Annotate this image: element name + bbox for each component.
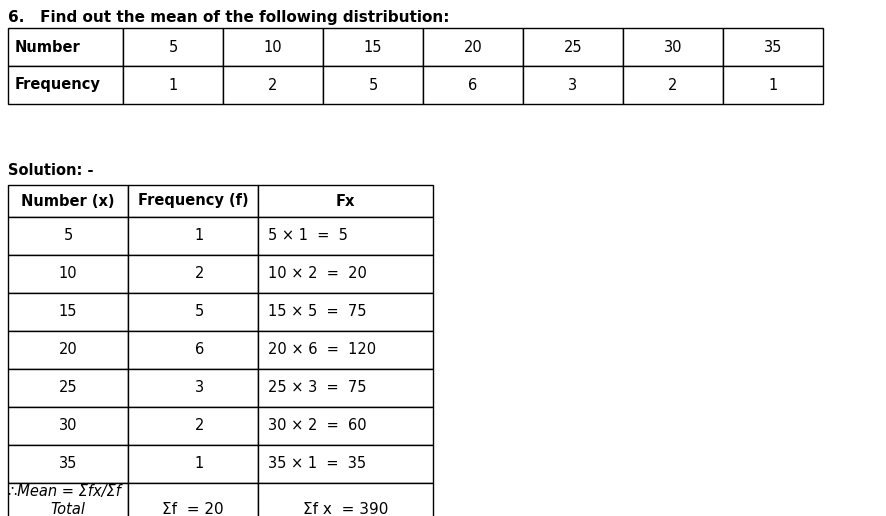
Text: 2: 2 [195, 266, 204, 282]
Bar [258, 445, 432, 483]
Bar [123, 66, 222, 104]
Bar [128, 185, 258, 217]
Bar [8, 369, 128, 407]
Bar [128, 407, 258, 445]
Text: 5: 5 [195, 304, 204, 319]
Bar [123, 28, 222, 66]
Bar [8, 293, 128, 331]
Text: 6: 6 [468, 77, 477, 92]
Text: 3: 3 [195, 380, 204, 395]
Text: 5: 5 [168, 40, 177, 55]
Bar [8, 217, 128, 255]
Bar [258, 407, 432, 445]
Text: 1: 1 [767, 77, 777, 92]
Bar [222, 28, 323, 66]
Bar [128, 255, 258, 293]
Bar [523, 28, 622, 66]
Bar [8, 255, 128, 293]
Bar [258, 255, 432, 293]
Text: 5 × 1  =  5: 5 × 1 = 5 [268, 229, 347, 244]
Text: 15: 15 [363, 40, 382, 55]
Bar [258, 293, 432, 331]
Text: 1: 1 [168, 77, 177, 92]
Text: 2: 2 [268, 77, 277, 92]
Text: 1: 1 [195, 229, 204, 244]
Bar [722, 28, 822, 66]
Bar [258, 185, 432, 217]
Text: 15 × 5  =  75: 15 × 5 = 75 [268, 304, 366, 319]
Text: 20 × 6  =  120: 20 × 6 = 120 [268, 343, 376, 358]
Bar [128, 331, 258, 369]
Text: Number: Number [15, 40, 81, 55]
Bar [8, 28, 123, 66]
Bar [128, 445, 258, 483]
Bar [523, 66, 622, 104]
Bar [8, 185, 128, 217]
Text: Number (x): Number (x) [21, 194, 114, 208]
Bar [8, 66, 123, 104]
Text: Σf  = 20: Σf = 20 [162, 502, 223, 516]
Bar [8, 445, 128, 483]
Bar [323, 28, 423, 66]
Text: 6.   Find out the mean of the following distribution:: 6. Find out the mean of the following di… [8, 10, 449, 25]
Bar [128, 217, 258, 255]
Bar [258, 331, 432, 369]
Text: 25: 25 [563, 40, 581, 55]
Text: 10: 10 [263, 40, 282, 55]
Bar [258, 483, 432, 516]
Text: 2: 2 [195, 418, 204, 433]
Bar [222, 66, 323, 104]
Text: 35: 35 [763, 40, 781, 55]
Bar [323, 66, 423, 104]
Text: 30: 30 [58, 418, 77, 433]
Bar [258, 369, 432, 407]
Text: 30 × 2  =  60: 30 × 2 = 60 [268, 418, 366, 433]
Text: Frequency (f): Frequency (f) [137, 194, 248, 208]
Text: 35 × 1  =  35: 35 × 1 = 35 [268, 457, 366, 472]
Text: 25 × 3  =  75: 25 × 3 = 75 [268, 380, 366, 395]
Bar [128, 483, 258, 516]
Text: Fx: Fx [336, 194, 354, 208]
Text: Total: Total [51, 502, 85, 516]
Bar [622, 66, 722, 104]
Bar [622, 28, 722, 66]
Bar [722, 66, 822, 104]
Bar [128, 369, 258, 407]
Bar [258, 217, 432, 255]
Bar [423, 66, 523, 104]
Text: 20: 20 [58, 343, 77, 358]
Bar [8, 331, 128, 369]
Text: 35: 35 [58, 457, 77, 472]
Text: 20: 20 [463, 40, 482, 55]
Text: ∴Mean = Σfx/Σf: ∴Mean = Σfx/Σf [8, 484, 120, 499]
Bar [8, 407, 128, 445]
Text: 25: 25 [58, 380, 77, 395]
Text: Solution: -: Solution: - [8, 163, 93, 178]
Text: Σf x  = 390: Σf x = 390 [302, 502, 388, 516]
Bar [128, 293, 258, 331]
Text: 30: 30 [663, 40, 681, 55]
Text: 6: 6 [195, 343, 204, 358]
Text: Frequency: Frequency [15, 77, 101, 92]
Text: 5: 5 [63, 229, 73, 244]
Text: 15: 15 [58, 304, 77, 319]
Text: 3: 3 [568, 77, 577, 92]
Text: 1: 1 [195, 457, 204, 472]
Text: 2: 2 [667, 77, 677, 92]
Text: 5: 5 [368, 77, 377, 92]
Text: 10: 10 [58, 266, 77, 282]
Bar [423, 28, 523, 66]
Text: 10 × 2  =  20: 10 × 2 = 20 [268, 266, 367, 282]
Bar [8, 483, 128, 516]
